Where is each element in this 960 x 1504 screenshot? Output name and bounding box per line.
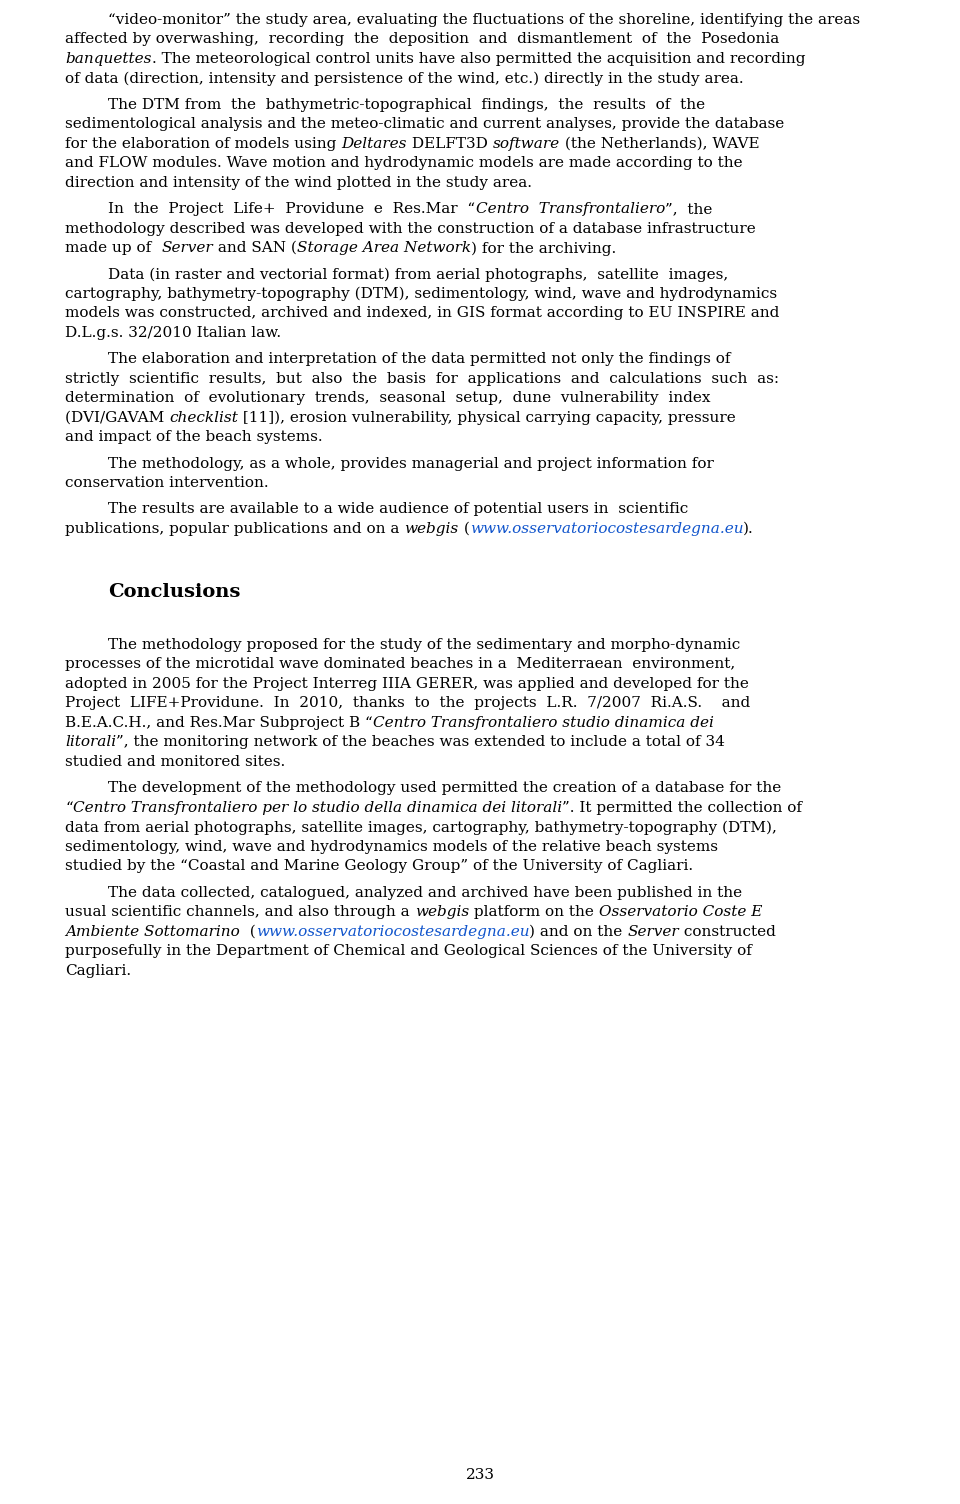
Text: Server: Server — [628, 925, 679, 938]
Text: cartography, bathymetry-topography (DTM), sedimentology, wind, wave and hydrodyn: cartography, bathymetry-topography (DTM)… — [65, 287, 778, 301]
Text: ”,  the: ”, the — [665, 202, 712, 217]
Text: DELFT3D: DELFT3D — [407, 137, 492, 150]
Text: www.osservatoriocostesardegna.eu: www.osservatoriocostesardegna.eu — [469, 522, 743, 535]
Text: usual scientific channels, and also through a: usual scientific channels, and also thro… — [65, 905, 415, 919]
Text: strictly  scientific  results,  but  also  the  basis  for  applications  and  c: strictly scientific results, but also th… — [65, 371, 780, 387]
Text: The methodology proposed for the study of the sedimentary and morpho-dynamic: The methodology proposed for the study o… — [108, 638, 741, 651]
Text: sedimentological analysis and the meteo-climatic and current analyses, provide t: sedimentological analysis and the meteo-… — [65, 117, 784, 131]
Text: ) and on the: ) and on the — [529, 925, 628, 938]
Text: The results are available to a wide audience of potential users in  scientific: The results are available to a wide audi… — [108, 502, 688, 516]
Text: publications, popular publications and on a: publications, popular publications and o… — [65, 522, 404, 535]
Text: affected by overwashing,  recording  the  deposition  and  dismantlement  of  th: affected by overwashing, recording the d… — [65, 33, 780, 47]
Text: adopted in 2005 for the Project Interreg IIIA GERER, was applied and developed f: adopted in 2005 for the Project Interreg… — [65, 677, 749, 690]
Text: webgis: webgis — [415, 905, 469, 919]
Text: 233: 233 — [466, 1468, 494, 1481]
Text: “: “ — [65, 800, 73, 815]
Text: Osservatorio Coste E: Osservatorio Coste E — [599, 905, 762, 919]
Text: of data (direction, intensity and persistence of the wind, etc.) directly in the: of data (direction, intensity and persis… — [65, 72, 744, 86]
Text: conservation intervention.: conservation intervention. — [65, 477, 269, 490]
Text: ”. It permitted the collection of: ”. It permitted the collection of — [563, 800, 803, 815]
Text: The elaboration and interpretation of the data permitted not only the findings o: The elaboration and interpretation of th… — [108, 352, 731, 367]
Text: B.E.A.C.H., and Res.Mar Subproject B “: B.E.A.C.H., and Res.Mar Subproject B “ — [65, 716, 373, 729]
Text: Cagliari.: Cagliari. — [65, 964, 132, 978]
Text: The DTM from  the  bathymetric-topographical  findings,  the  results  of  the: The DTM from the bathymetric-topographic… — [108, 98, 706, 111]
Text: banquettes: banquettes — [65, 53, 152, 66]
Text: (the Netherlands), WAVE: (the Netherlands), WAVE — [560, 137, 759, 150]
Text: ”, the monitoring network of the beaches was extended to include a total of 34: ”, the monitoring network of the beaches… — [116, 735, 726, 749]
Text: studied and monitored sites.: studied and monitored sites. — [65, 755, 285, 769]
Text: D.L.g.s. 32/2010 Italian law.: D.L.g.s. 32/2010 Italian law. — [65, 326, 281, 340]
Text: The methodology, as a whole, provides managerial and project information for: The methodology, as a whole, provides ma… — [108, 457, 714, 471]
Text: The development of the methodology used permitted the creation of a database for: The development of the methodology used … — [108, 781, 781, 796]
Text: [11]), erosion vulnerability, physical carrying capacity, pressure: [11]), erosion vulnerability, physical c… — [238, 411, 736, 426]
Text: Conclusions: Conclusions — [108, 584, 241, 602]
Text: sedimentology, wind, wave and hydrodynamics models of the relative beach systems: sedimentology, wind, wave and hydrodynam… — [65, 839, 718, 854]
Text: processes of the microtidal wave dominated beaches in a  Mediterraean  environme: processes of the microtidal wave dominat… — [65, 657, 735, 671]
Text: data from aerial photographs, satellite images, cartography, bathymetry-topograp: data from aerial photographs, satellite … — [65, 820, 778, 835]
Text: In  the  Project  Life+  Providune  e  Res.Mar  “: In the Project Life+ Providune e Res.Mar… — [108, 202, 475, 217]
Text: made up of: made up of — [65, 241, 161, 256]
Text: and impact of the beach systems.: and impact of the beach systems. — [65, 430, 323, 444]
Text: Centro  Transfrontaliero: Centro Transfrontaliero — [475, 202, 665, 217]
Text: . The meteorological control units have also permitted the acquisition and recor: . The meteorological control units have … — [152, 53, 805, 66]
Text: Server: Server — [161, 241, 213, 256]
Text: ).: ). — [743, 522, 754, 535]
Text: Ambiente Sottomarino: Ambiente Sottomarino — [65, 925, 240, 938]
Text: Centro Transfrontaliero studio dinamica dei: Centro Transfrontaliero studio dinamica … — [373, 716, 714, 729]
Text: purposefully in the Department of Chemical and Geological Sciences of the Univer: purposefully in the Department of Chemic… — [65, 945, 752, 958]
Text: software: software — [492, 137, 560, 150]
Text: ) for the archiving.: ) for the archiving. — [471, 241, 616, 256]
Text: webgis: webgis — [404, 522, 459, 535]
Text: Data (in raster and vectorial format) from aerial photographs,  satellite  image: Data (in raster and vectorial format) fr… — [108, 268, 729, 281]
Text: Storage Area Network: Storage Area Network — [297, 241, 471, 256]
Text: (: ( — [240, 925, 255, 938]
Text: methodology described was developed with the construction of a database infrastr: methodology described was developed with… — [65, 221, 756, 236]
Text: “video-monitor” the study area, evaluating the fluctuations of the shoreline, id: “video-monitor” the study area, evaluati… — [108, 14, 860, 27]
Text: studied by the “Coastal and Marine Geology Group” of the University of Cagliari.: studied by the “Coastal and Marine Geolo… — [65, 859, 693, 874]
Text: and FLOW modules. Wave motion and hydrodynamic models are made according to the: and FLOW modules. Wave motion and hydrod… — [65, 156, 743, 170]
Text: for the elaboration of models using: for the elaboration of models using — [65, 137, 342, 150]
Text: direction and intensity of the wind plotted in the study area.: direction and intensity of the wind plot… — [65, 176, 532, 190]
Text: www.osservatoriocostesardegna.eu: www.osservatoriocostesardegna.eu — [255, 925, 529, 938]
Text: (DVI/GAVAM: (DVI/GAVAM — [65, 411, 169, 424]
Text: platform on the: platform on the — [469, 905, 599, 919]
Text: and SAN (: and SAN ( — [213, 241, 297, 256]
Text: models was constructed, archived and indexed, in GIS format according to EU INSP: models was constructed, archived and ind… — [65, 307, 780, 320]
Text: constructed: constructed — [679, 925, 776, 938]
Text: The data collected, catalogued, analyzed and archived have been published in the: The data collected, catalogued, analyzed… — [108, 886, 743, 899]
Text: (: ( — [459, 522, 469, 535]
Text: determination  of  evolutionary  trends,  seasonal  setup,  dune  vulnerability : determination of evolutionary trends, se… — [65, 391, 710, 405]
Text: Deltares: Deltares — [342, 137, 407, 150]
Text: checklist: checklist — [169, 411, 238, 424]
Text: Project  LIFE+Providune.  In  2010,  thanks  to  the  projects  L.R.  7/2007  Ri: Project LIFE+Providune. In 2010, thanks … — [65, 696, 751, 710]
Text: Centro Transfrontaliero per lo studio della dinamica dei litorali: Centro Transfrontaliero per lo studio de… — [73, 800, 563, 815]
Text: litorali: litorali — [65, 735, 116, 749]
